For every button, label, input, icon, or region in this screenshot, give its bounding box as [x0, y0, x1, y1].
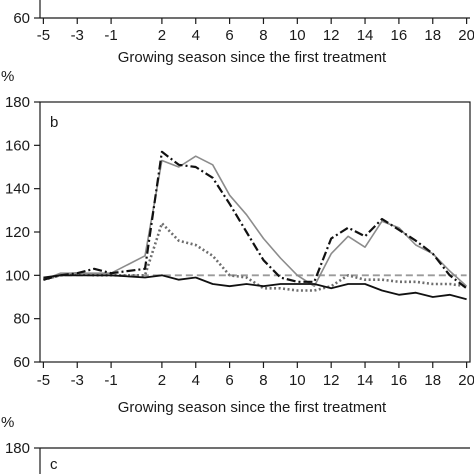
panel-c-letter: c: [50, 456, 58, 473]
panel-b-x-tick-label: 20: [458, 372, 474, 389]
panel-b-x-tick-label: 16: [391, 372, 408, 389]
panel-b-x-tick-label: 4: [192, 372, 200, 389]
panel-a-x-tick-label: -3: [71, 27, 84, 44]
panel-b-x-tick-label: 18: [424, 372, 441, 389]
series-line-solid-gray: [43, 155, 468, 288]
panel-a-x-tick-label: 4: [192, 27, 200, 44]
panel-a-x-tick-label: 12: [323, 27, 340, 44]
panel-b-y-tick-label: 180: [5, 94, 30, 111]
panel-b-x-tick-label: 6: [225, 372, 233, 389]
panel-a-x-tick-label: 14: [357, 27, 374, 44]
panel-c-unit-label: %: [1, 414, 14, 431]
panel-a-x-tick-label: 18: [424, 27, 441, 44]
panel-a-x-tick-label: 6: [225, 27, 233, 44]
panel-b: % b 60 80 100 120 140 160 180 -5 -3 -1 2 4 6 8 10 12 14…: [1, 68, 474, 416]
panel-c: % 180 c: [1, 414, 470, 474]
panel-b-letter: b: [50, 114, 58, 131]
panel-b-y-tick-label: 120: [5, 224, 30, 241]
panel-b-x-tick-label: 8: [259, 372, 267, 389]
panel-a-x-tick-label: 20: [458, 27, 474, 44]
panel-b-y-tick-label: 140: [5, 181, 30, 198]
panel-b-x-axis-label: Growing season since the first treatment: [118, 399, 387, 416]
series-line-solid-black: [43, 274, 467, 301]
panel-b-y-tick-label: 100: [5, 267, 30, 284]
panel-b-y-tick-label: 60: [13, 354, 30, 371]
panel-a-x-tick-label: 2: [158, 27, 166, 44]
panel-a: 60 -5 -3 -1 2 4 6 8 10 12 14 16 18 20 Growing season…: [13, 0, 474, 66]
panel-b-unit-label: %: [1, 68, 14, 85]
panel-a-x-tick-label: -1: [104, 27, 117, 44]
panel-b-y-tick-label: 160: [5, 137, 30, 154]
panel-b-x-tick-label: 14: [357, 372, 374, 389]
panel-a-y-tick-label: 60: [13, 10, 30, 27]
panel-a-x-axis-label: Growing season since the first treatment: [118, 49, 387, 66]
panel-b-x-tick-label: -5: [37, 372, 50, 389]
panel-b-x-tick-label: 12: [323, 372, 340, 389]
series-line-dotted-gray: [43, 222, 467, 292]
panel-a-x-tick-label: 16: [391, 27, 408, 44]
panel-b-frame: [39, 101, 471, 363]
panel-b-x-tick-label: -3: [71, 372, 84, 389]
panel-b-x-tick-label: -1: [104, 372, 117, 389]
series-line-dashdot-black: [43, 150, 468, 290]
panel-a-x-tick-label: 8: [259, 27, 267, 44]
panel-a-x-tick-label: 10: [289, 27, 306, 44]
panel-b-x-tick-label: 2: [158, 372, 166, 389]
panel-b-x-tick-label: 10: [289, 372, 306, 389]
panel-a-x-tick-label: -5: [37, 27, 50, 44]
panel-b-y-tick-label: 80: [13, 311, 30, 328]
panel-c-y-tick-label: 180: [5, 440, 30, 457]
